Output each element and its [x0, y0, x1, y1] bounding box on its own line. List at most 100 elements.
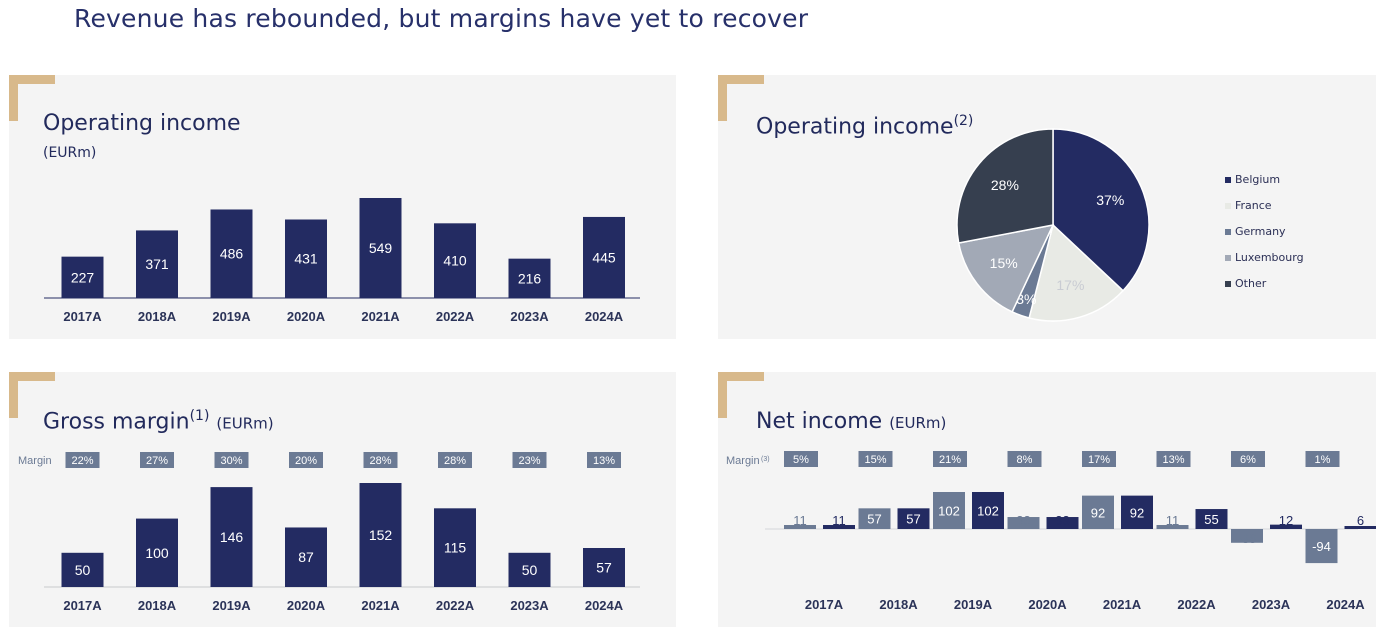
margin-badge-label: 13%: [1162, 454, 1184, 466]
margin-badge: [140, 452, 174, 468]
legend-swatch: [1225, 177, 1231, 183]
legend-label: Luxembourg: [1235, 251, 1304, 264]
bar: [61, 256, 104, 298]
margin-badge-label: 6%: [1240, 454, 1256, 466]
data-label: 410: [443, 253, 467, 269]
bar: [508, 258, 551, 298]
bar: [583, 216, 625, 298]
margin-badge-label: 28%: [444, 455, 466, 467]
panel-title: Net income (EURm): [756, 409, 947, 434]
bar: [136, 518, 178, 587]
legend-label: France: [1235, 199, 1272, 212]
bar-series-1: [1082, 495, 1114, 529]
margin-badge: [784, 451, 818, 467]
x-tick-label: 2018A: [138, 598, 177, 613]
data-label: 146: [220, 529, 244, 545]
legend-swatch: [1225, 255, 1231, 261]
pie-slice: [956, 128, 1054, 244]
x-tick-label: 2020A: [287, 309, 326, 324]
margin-badge-label: 28%: [369, 455, 391, 467]
margin-badge: [587, 452, 621, 468]
gross-margin-bar-chart: Margin 22% 50 2017A 27% 100 2018A 30% 146 2019A 20…: [18, 452, 640, 613]
pie-slice: [1028, 223, 1125, 322]
data-label: 11: [832, 513, 846, 528]
bar: [508, 552, 551, 587]
x-tick-label: 2024A: [585, 309, 624, 324]
margin-badge-label: 1%: [1315, 454, 1331, 466]
x-tick-label: 2017A: [805, 597, 844, 612]
margin-badge-label: 17%: [1088, 454, 1110, 466]
margin-badge: [214, 452, 249, 468]
data-label: 431: [294, 251, 318, 267]
x-tick-label: 2019A: [954, 597, 993, 612]
data-label: 371: [145, 256, 169, 272]
data-label: 12: [1279, 513, 1293, 528]
margin-badge-label: 21%: [939, 454, 961, 466]
bar-series-1: [1156, 525, 1189, 529]
slice-label: 37%: [1096, 192, 1124, 208]
pie-slice: [957, 223, 1055, 313]
data-label: 57: [906, 512, 920, 527]
x-tick-label: 2024A: [585, 598, 624, 613]
bar-series-1: [933, 492, 965, 529]
x-tick-label: 2024A: [1326, 597, 1365, 612]
bar-series-2: [1121, 495, 1153, 529]
margin-badge: [512, 452, 547, 468]
data-label: 6: [1357, 513, 1364, 528]
data-label: 549: [369, 240, 393, 256]
margin-badge: [1156, 451, 1191, 467]
bar: [359, 198, 402, 298]
bar-series-2: [1046, 517, 1079, 529]
data-label: 115: [444, 540, 467, 556]
x-tick-label: 2020A: [287, 598, 326, 613]
data-label: 227: [71, 269, 95, 285]
x-tick-label: 2021A: [361, 309, 400, 324]
bar-series-2: [1270, 524, 1302, 529]
data-label: 102: [938, 504, 960, 519]
bar: [61, 552, 104, 587]
data-label: 33: [1016, 513, 1030, 528]
data-label: 55: [1204, 512, 1218, 527]
panel-title: Gross margin(1) (EURm): [43, 408, 274, 435]
x-tick-label: 2023A: [1252, 597, 1291, 612]
margin-badge-label: 27%: [146, 455, 168, 467]
bar: [285, 219, 327, 298]
data-label: 57: [596, 560, 612, 576]
margin-badge: [1305, 451, 1340, 467]
margin-badge: [65, 452, 100, 468]
margin-badge: [289, 452, 323, 468]
data-label: 11: [793, 513, 807, 528]
slice-label: 17%: [1056, 277, 1084, 293]
margin-badge-label: 20%: [295, 455, 317, 467]
data-label: 216: [518, 270, 542, 286]
operating-income-bar-chart: 227 2017A 371 2018A 486 2019A 431 2020A 549 2021A…: [44, 198, 640, 324]
slice-label: 15%: [990, 255, 1018, 271]
x-tick-label: 2019A: [212, 309, 251, 324]
x-tick-label: 2022A: [436, 309, 475, 324]
x-tick-label: 2018A: [138, 309, 177, 324]
x-tick-label: 2023A: [510, 598, 549, 613]
bar: [210, 209, 253, 298]
margin-badge: [933, 451, 967, 467]
bar: [583, 548, 625, 587]
data-label: 486: [220, 246, 244, 262]
data-label: 57: [867, 512, 881, 527]
x-tick-label: 2022A: [436, 598, 475, 613]
margin-badge-label: 13%: [593, 455, 615, 467]
bar: [210, 487, 253, 587]
page-title: Revenue has rebounded, but margins have …: [74, 4, 809, 33]
data-label: -94: [1312, 539, 1331, 554]
margin-badge: [1007, 451, 1042, 467]
legend-label: Germany: [1235, 225, 1286, 238]
bar-series-1: [858, 508, 891, 529]
bar-series-1: [784, 525, 816, 529]
margin-row-label: Margin: [726, 455, 760, 467]
x-tick-label: 2021A: [1103, 597, 1142, 612]
net-income-bar-chart: Margin (3) 5% 2017A 11 11 15% 2018A 57 57 21% 2019A…: [726, 451, 1376, 612]
x-tick-label: 2020A: [1028, 597, 1067, 612]
margin-badge: [1082, 451, 1116, 467]
data-label: 445: [592, 249, 616, 265]
margin-badge: [1231, 451, 1265, 467]
bar-series-2: [897, 508, 930, 529]
bar-series-2: [823, 525, 855, 529]
